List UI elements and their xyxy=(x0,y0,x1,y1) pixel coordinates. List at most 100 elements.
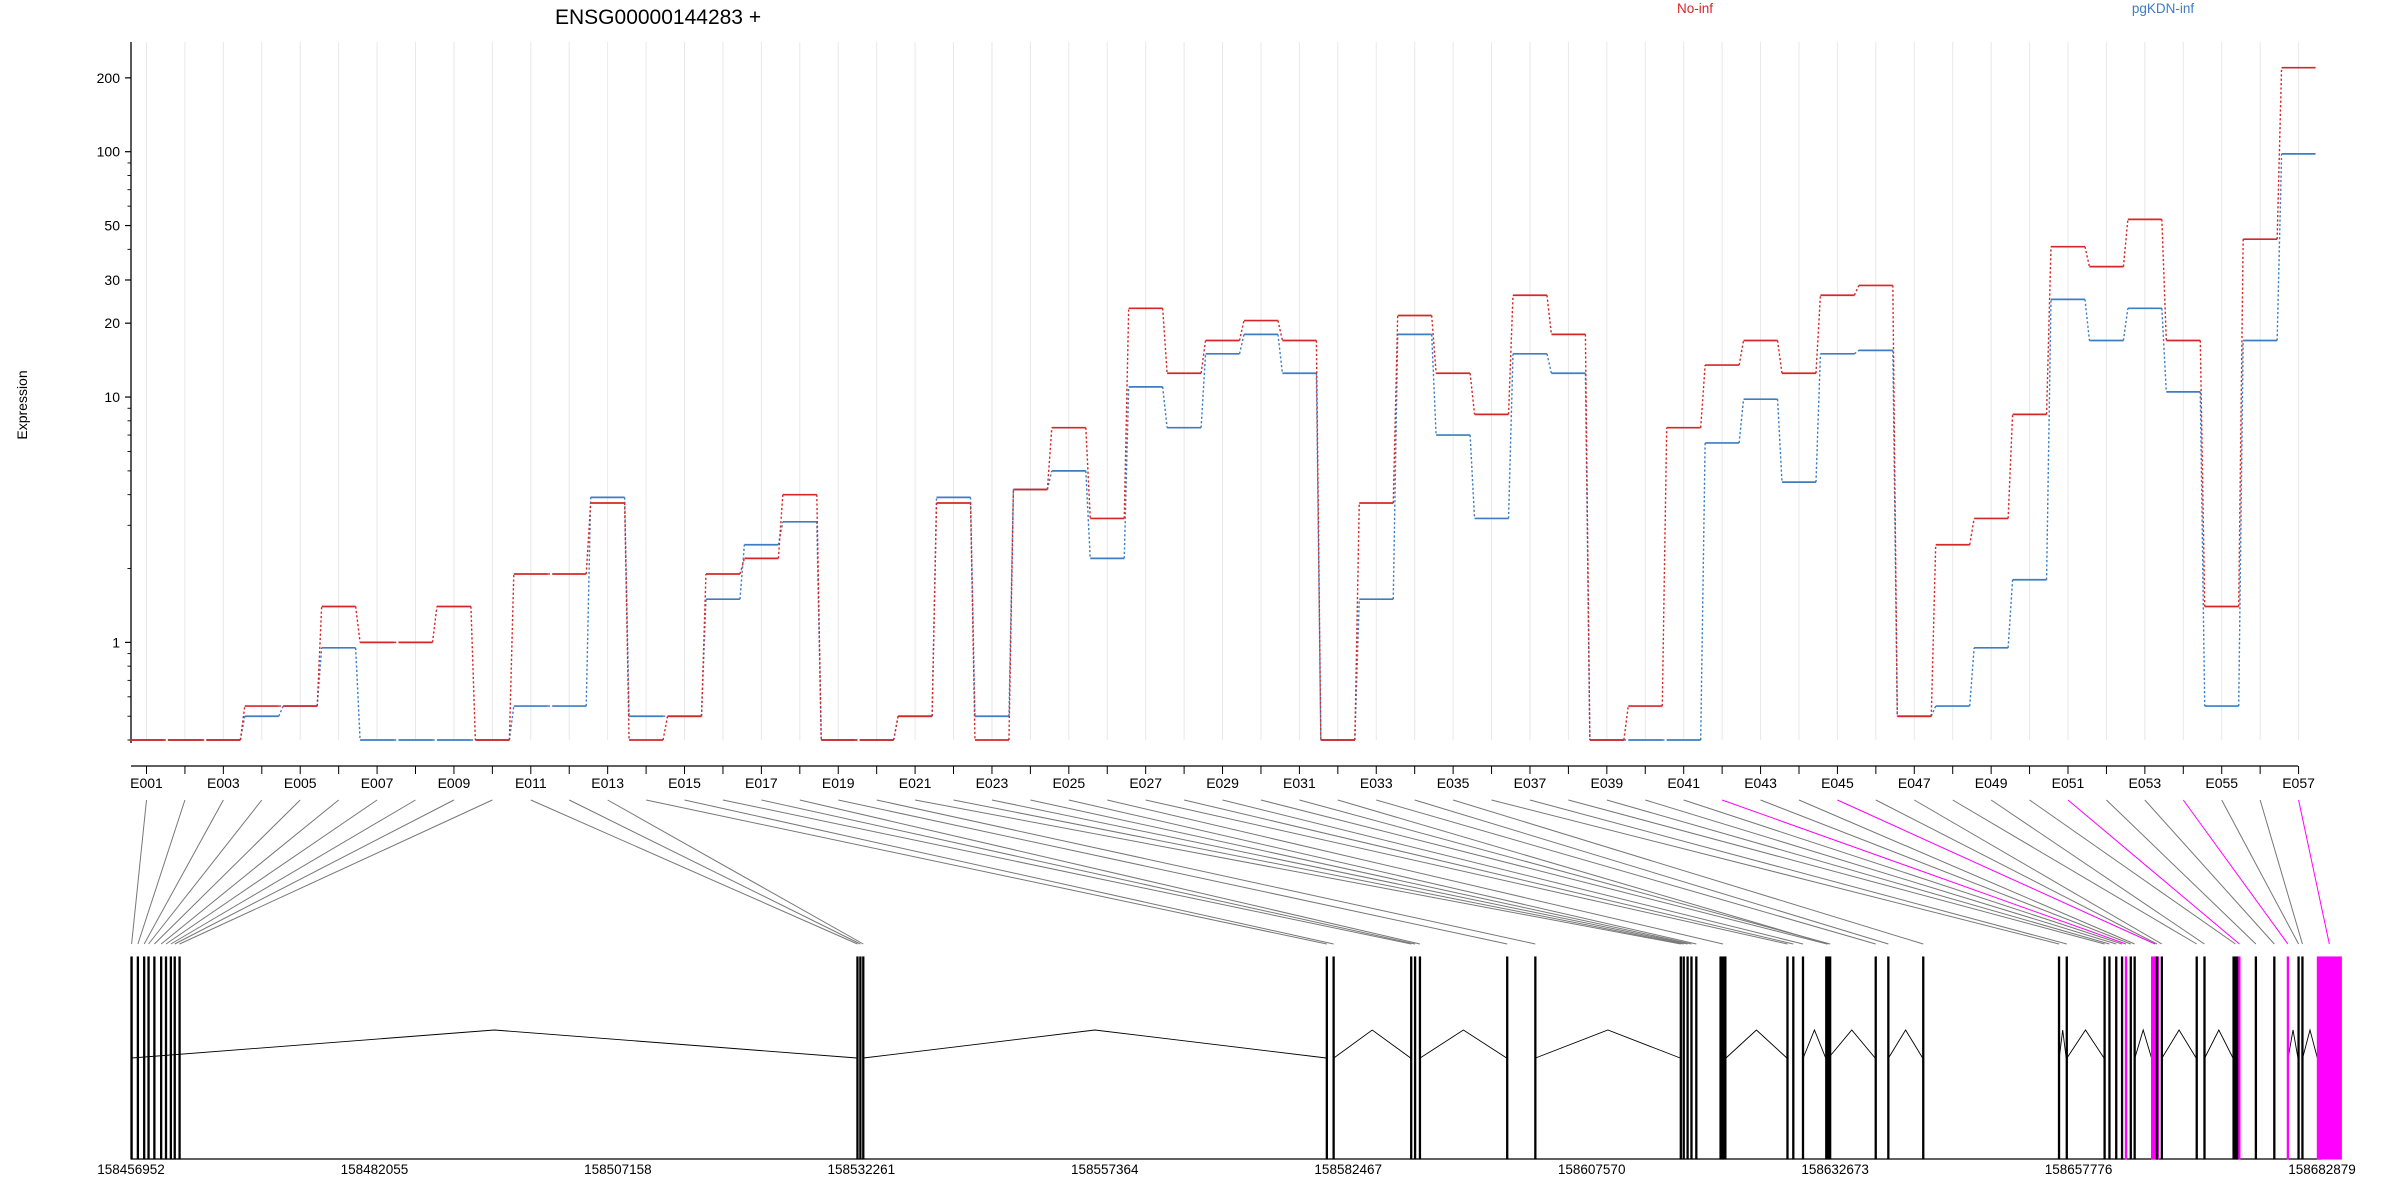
exon-E021 xyxy=(1679,956,1682,1160)
exon-E019 xyxy=(1506,956,1509,1160)
connector-segment xyxy=(1123,386,1130,559)
connector-segment xyxy=(1161,386,1168,428)
connector-segment xyxy=(2045,299,2052,580)
connector-E015 xyxy=(684,799,1334,945)
connector-segment xyxy=(316,606,323,707)
exon-E026 xyxy=(1719,956,1727,1160)
y-axis-ticks: 1 10 20 30 50 100 200 xyxy=(97,70,131,741)
x-tick-label: E007 xyxy=(361,775,394,791)
connector-segment xyxy=(2276,67,2283,240)
exon-E024 xyxy=(1690,956,1693,1160)
connector-E042 xyxy=(1721,799,2127,945)
connector-E005 xyxy=(154,799,301,945)
connector-segment xyxy=(1392,315,1399,503)
exon-E044 xyxy=(2133,956,2136,1160)
connector-E017 xyxy=(761,799,1416,945)
plot-area: 1 10 20 30 50 100 200 E001 E003 E005 E007 E009 E011… xyxy=(97,42,2316,791)
x-tick-label: E019 xyxy=(822,775,855,791)
x-tick-label: E029 xyxy=(1206,775,1239,791)
connector-E050 xyxy=(2029,799,2236,945)
connector-E041 xyxy=(1683,799,2123,945)
exon-E053 xyxy=(2273,956,2276,1160)
connector-E053 xyxy=(2144,799,2275,945)
y-tick-label: 30 xyxy=(104,272,120,288)
exon-E050 xyxy=(2232,956,2239,1160)
connector-E023 xyxy=(991,799,1688,945)
connector-segment xyxy=(470,606,477,741)
exon-E033 xyxy=(1874,956,1877,1160)
connector-segment xyxy=(1430,334,1437,436)
connector-segment xyxy=(1853,349,1860,355)
intron-line xyxy=(2161,1029,2197,1059)
x-tick-label: E041 xyxy=(1667,775,1700,791)
x-tick-label: E053 xyxy=(2129,775,2162,791)
intron-line xyxy=(1828,1029,1876,1059)
connector-E019 xyxy=(838,799,1508,945)
connector-segment xyxy=(1738,340,1745,366)
connector-E043 xyxy=(1760,799,2131,945)
exon-connector-lines xyxy=(131,799,2330,945)
x-tick-label: E039 xyxy=(1590,775,1623,791)
connector-E028 xyxy=(1183,799,1794,945)
exon-E018 xyxy=(1418,956,1422,1160)
exon-E028 xyxy=(1792,956,1795,1160)
exon-E011 xyxy=(856,956,859,1160)
connector-segment xyxy=(1277,334,1284,374)
exon-E014 xyxy=(1325,956,1328,1160)
exon-E008 xyxy=(169,956,173,1160)
intron-line xyxy=(1333,1029,1411,1059)
coordinate-label: 158507158 xyxy=(584,1162,652,1177)
exon-E034 xyxy=(1887,956,1890,1160)
connector-E044 xyxy=(1798,799,2135,945)
y-axis-label: Expression xyxy=(14,370,30,439)
connector-segment xyxy=(2084,246,2091,267)
y-tick-label: 20 xyxy=(104,315,120,331)
connector-E052 xyxy=(2106,799,2257,945)
connector-E055 xyxy=(2221,799,2300,945)
connector-E046 xyxy=(1875,799,2158,945)
coordinate-label: 158582467 xyxy=(1314,1162,1382,1177)
y-tick-label: 50 xyxy=(104,218,120,234)
y-tick-label: 1 xyxy=(112,634,120,650)
exon-E032 xyxy=(1827,956,1830,1160)
connector-segment xyxy=(1892,285,1898,717)
connector-segment xyxy=(2045,246,2052,415)
connector-segment xyxy=(2122,219,2129,267)
connector-segment xyxy=(1277,320,1284,341)
connector-E057 xyxy=(2298,799,2330,945)
connector-segment xyxy=(1085,470,1091,559)
connector-segment xyxy=(700,573,707,717)
intron-line xyxy=(1802,1028,1827,1059)
connector-segment xyxy=(1430,315,1437,374)
connector-segment xyxy=(354,647,361,741)
exon-E029 xyxy=(1801,956,1805,1160)
connector-segment xyxy=(1046,427,1053,490)
exon-E023 xyxy=(1686,956,1689,1160)
connector-E010 xyxy=(179,799,493,945)
connector-E002 xyxy=(137,799,186,945)
exon-E051 xyxy=(2238,956,2241,1160)
exon-E020 xyxy=(1534,956,1537,1160)
connector-E054 xyxy=(2182,799,2289,945)
connector-segment xyxy=(739,544,746,600)
connector-segment xyxy=(1546,353,1553,374)
connector-E037 xyxy=(1529,799,2067,945)
exon-E049 xyxy=(2203,956,2206,1160)
connector-segment xyxy=(1853,285,1860,296)
exon-E016 xyxy=(1410,956,1413,1160)
x-tick-label: E021 xyxy=(899,775,932,791)
connector-segment xyxy=(777,494,784,559)
connector-E006 xyxy=(160,799,339,945)
exon-E007 xyxy=(164,956,168,1160)
connector-segment xyxy=(2238,340,2244,707)
exon-E043 xyxy=(2129,956,2132,1160)
connector-E011 xyxy=(530,799,858,945)
connector-segment xyxy=(354,606,361,643)
exon-E031 xyxy=(1829,956,1832,1160)
connector-E020 xyxy=(876,799,1536,945)
connector-E049 xyxy=(1990,799,2205,945)
series-lines xyxy=(129,66,2316,741)
y-tick-label: 200 xyxy=(97,70,121,86)
x-tick-label: E017 xyxy=(745,775,778,791)
connector-E035 xyxy=(1452,799,1924,945)
